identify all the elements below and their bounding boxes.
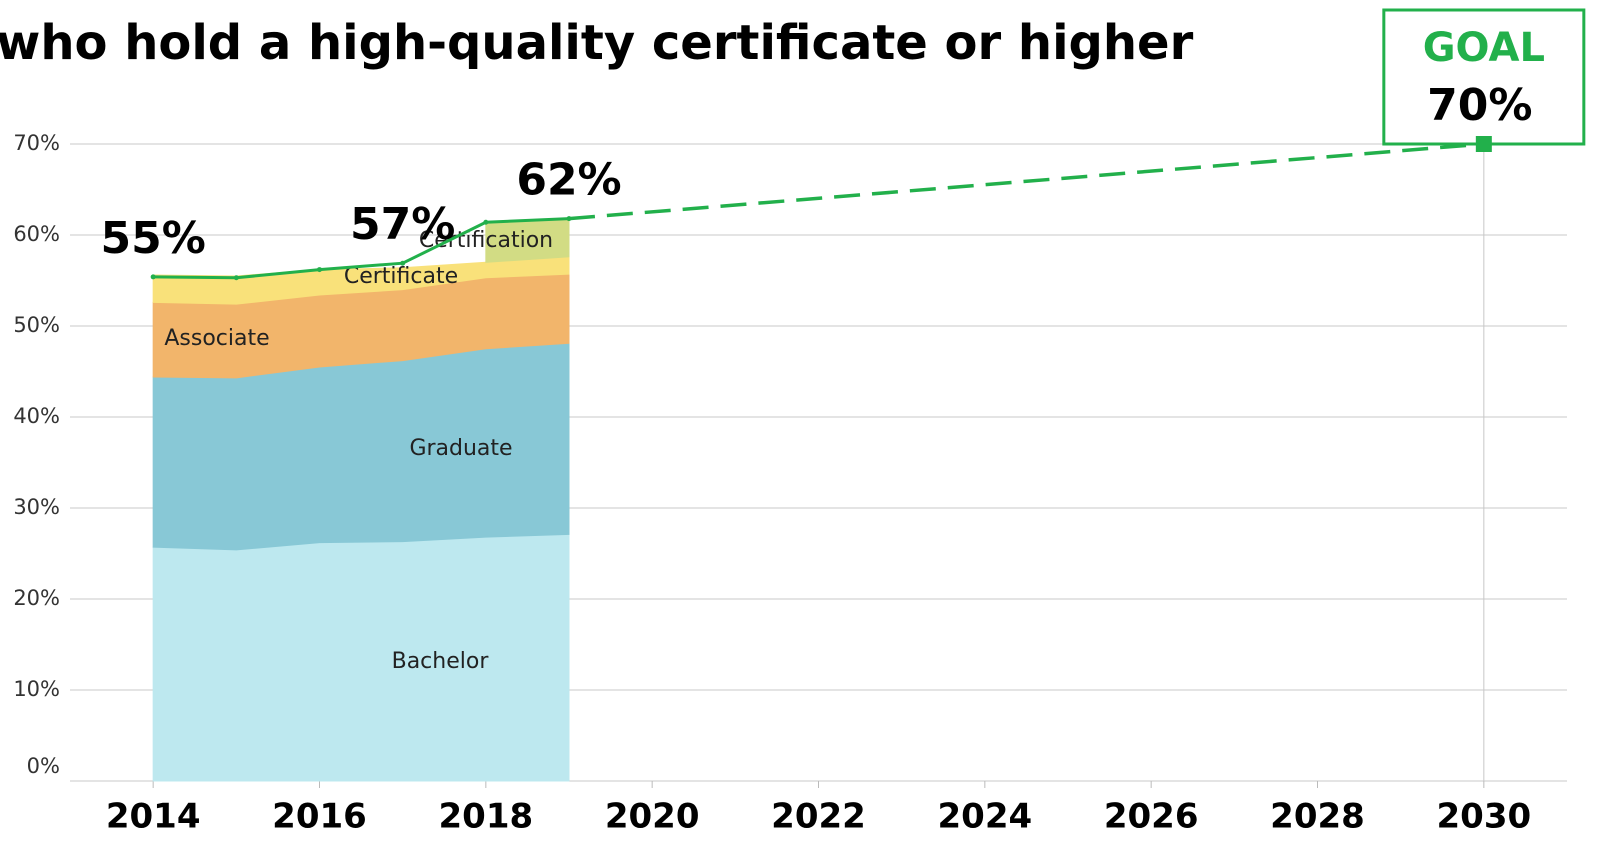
chart-title: who hold a high-quality certificate or h… — [0, 15, 1194, 71]
y-tick-label: 50% — [13, 313, 60, 337]
total-point — [233, 275, 239, 281]
y-tick-label: 30% — [13, 495, 60, 519]
value-label: 55% — [101, 213, 206, 264]
goal-value-label: 70% — [1427, 80, 1532, 131]
area — [152, 533, 570, 782]
area-label: Certificate — [344, 264, 458, 289]
total-point — [483, 219, 489, 225]
x-tick-label: 2028 — [1270, 797, 1365, 837]
y-tick-label: 60% — [13, 222, 60, 246]
total-point — [317, 267, 322, 273]
goal-label: GOAL — [1423, 25, 1545, 71]
x-tick-label: 2020 — [605, 797, 700, 837]
value-label: 57% — [350, 199, 455, 250]
x-tick-label: 2030 — [1437, 797, 1532, 837]
goal-marker — [1475, 136, 1492, 152]
x-tick-label: 2024 — [938, 797, 1033, 837]
y-tick-label: 70% — [13, 131, 60, 155]
y-tick-label: 20% — [13, 586, 60, 610]
area-label: Bachelor — [392, 649, 490, 674]
x-tick-label: 2014 — [106, 797, 201, 837]
total-line — [153, 217, 570, 280]
y-tick-label: 10% — [13, 677, 60, 701]
area-label: Certification — [419, 228, 553, 253]
x-tick-label: 2018 — [439, 797, 534, 837]
total-point — [150, 274, 156, 280]
area-label: Associate — [164, 326, 269, 351]
y-tick-label: 0% — [27, 754, 60, 778]
x-tick-label: 2016 — [272, 797, 367, 837]
x-tick-label: 2026 — [1104, 797, 1199, 837]
y-tick-label: 40% — [13, 404, 60, 428]
value-label: 62% — [516, 155, 621, 206]
area-label: Graduate — [409, 436, 512, 461]
total-point — [400, 260, 406, 266]
x-tick-label: 2022 — [771, 797, 866, 837]
goal-trend — [568, 142, 1484, 221]
